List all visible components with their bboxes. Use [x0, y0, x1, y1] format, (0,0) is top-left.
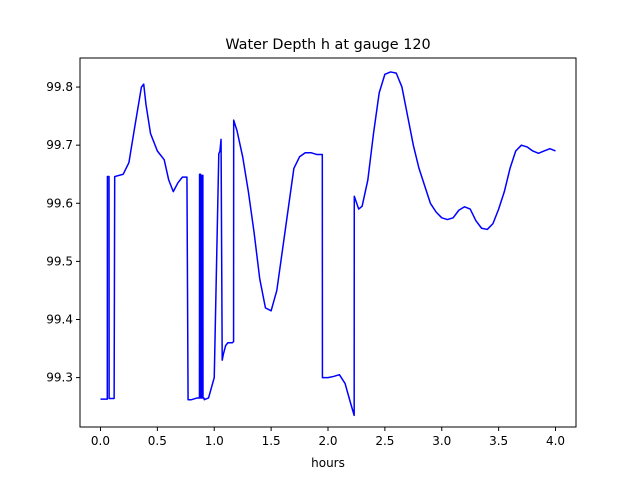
x-tick-label: 2.5 [375, 434, 394, 448]
y-tick-label: 99.8 [46, 80, 73, 94]
y-tick-label: 99.3 [46, 371, 73, 385]
y-tick-label: 99.5 [46, 254, 73, 268]
chart-title: Water Depth h at gauge 120 [225, 37, 430, 53]
series-line [100, 71, 556, 417]
y-tick-label: 99.7 [46, 138, 73, 152]
x-tick-label: 4.0 [546, 434, 565, 448]
x-tick-label: 0.0 [91, 434, 110, 448]
y-tick-label: 99.4 [46, 312, 73, 326]
x-tick-label: 3.0 [432, 434, 451, 448]
plot-area [100, 71, 556, 417]
x-tick-label: 1.5 [262, 434, 281, 448]
x-axis-ticks: 0.0 0.5 1.0 1.5 2.0 2.5 3.0 3.5 4.0 [91, 427, 565, 448]
x-tick-label: 1.0 [205, 434, 224, 448]
x-tick-label: 2.0 [318, 434, 337, 448]
x-tick-label: 0.5 [148, 434, 167, 448]
x-tick-label: 3.5 [489, 434, 508, 448]
x-axis-label: hours [311, 456, 345, 470]
y-tick-label: 99.6 [46, 196, 73, 210]
y-axis-ticks: 99.3 99.4 99.5 99.6 99.7 99.8 [46, 80, 80, 385]
plot-frame [79, 57, 577, 428]
